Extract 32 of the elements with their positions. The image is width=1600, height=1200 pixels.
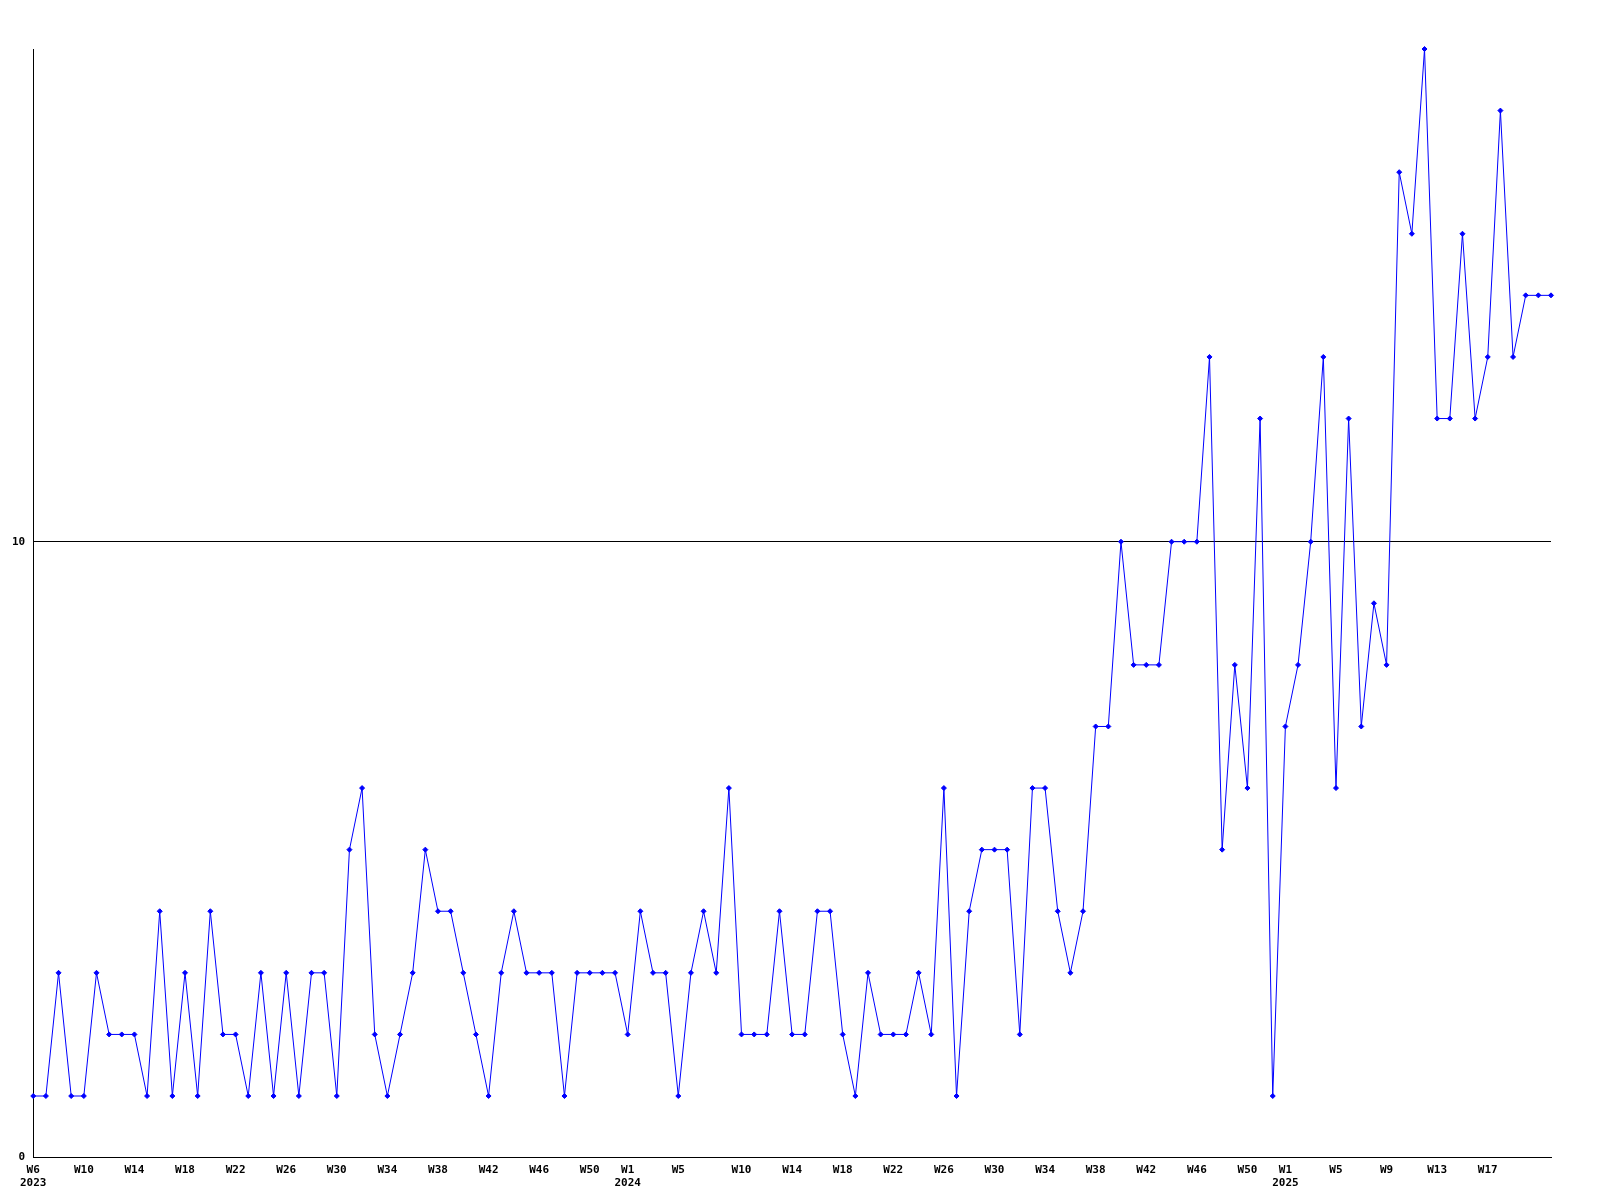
x-tick-label: W30 [326,1163,347,1177]
x-tick-label: W1 2025 [1272,1163,1299,1190]
x-tick-label: W5 [1329,1163,1343,1177]
x-tick-label: W38 [428,1163,448,1177]
x-tick-label: W17 [1477,1163,1498,1177]
x-tick-label: W46 [529,1163,550,1177]
x-tick-label: W42 [478,1163,499,1177]
x-tick-label: W34 [1035,1163,1056,1177]
x-tick-label: W30 [984,1163,1005,1177]
x-tick-label: W22 [225,1163,246,1177]
x-tick-label: W13 [1427,1163,1448,1177]
x-tick-label: W38 [1085,1163,1106,1177]
y-tick-label: 0 [18,1150,26,1164]
x-tick-label: W18 [175,1163,195,1177]
x-tick-label: W50 [579,1163,600,1177]
x-tick-label: W14 [124,1163,145,1177]
x-tick-label: W10 [731,1163,752,1177]
x-tick-label: W50 [1237,1163,1258,1177]
x-tick-label: W42 [1136,1163,1157,1177]
x-tick-label: W10 [73,1163,94,1177]
x-tick-label: W26 [276,1163,297,1177]
x-tick-label: W1 2024 [614,1163,642,1190]
x-tick-label: W22 [883,1163,904,1177]
x-tick-label: W34 [377,1163,398,1177]
x-tick-label: W18 [832,1163,853,1177]
x-tick-label: W9 [1379,1163,1394,1177]
x-tick-label: W6 2023 [20,1163,47,1190]
y-tick-label: 10 [12,534,26,548]
x-tick-label: W26 [933,1163,955,1177]
x-tick-label: W46 [1186,1163,1208,1177]
x-tick-label: W5 [671,1163,685,1177]
x-tick-label: W14 [782,1163,803,1177]
